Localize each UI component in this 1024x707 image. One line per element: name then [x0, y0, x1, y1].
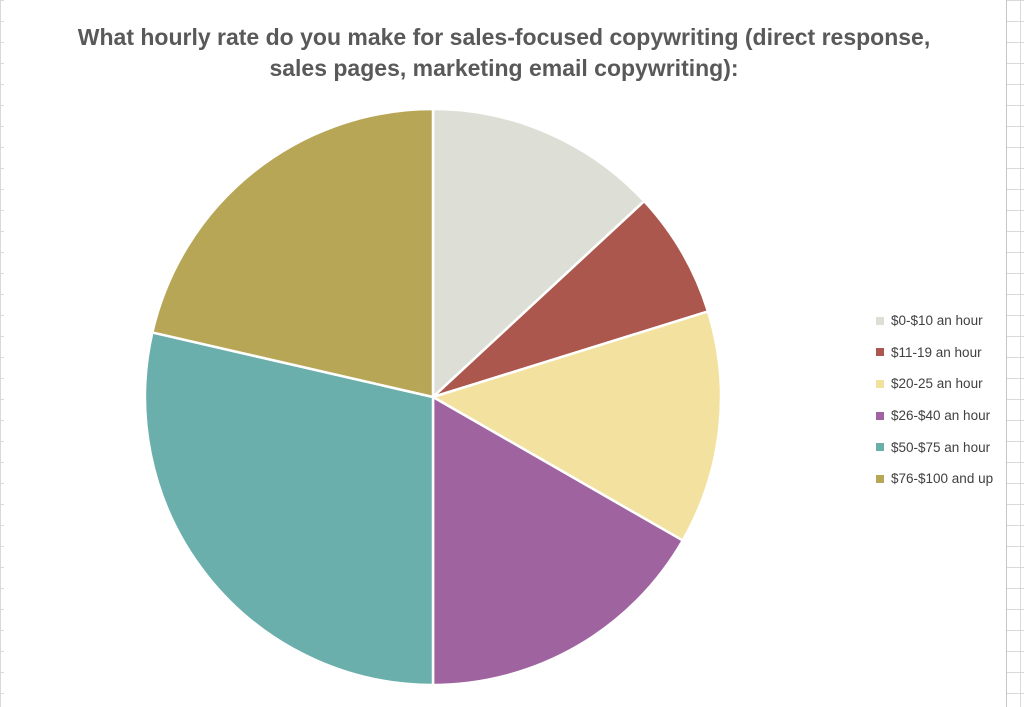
- legend-label: $11-19 an hour: [891, 344, 982, 360]
- chart-area[interactable]: What hourly rate do you make for sales-f…: [4, 0, 1007, 707]
- legend: $0-$10 an hour $11-19 an hour $20-25 an ho…: [876, 305, 993, 495]
- legend-swatch: [876, 316, 884, 325]
- pie-slice[interactable]: [143, 331, 435, 687]
- legend-label: $20-25 an hour: [891, 376, 983, 392]
- pie-slice[interactable]: [431, 310, 723, 542]
- legend-swatch: [876, 474, 884, 483]
- legend-label: $50-$75 an hour: [891, 439, 991, 455]
- legend-label: $0-$10 an hour: [891, 313, 983, 329]
- legend-swatch: [876, 379, 884, 388]
- pie-slice[interactable]: [431, 395, 684, 687]
- pie-slice[interactable]: [431, 107, 646, 399]
- legend-item[interactable]: $50-$75 an hour: [876, 431, 993, 463]
- legend-swatch: [876, 443, 884, 452]
- legend-item[interactable]: $20-25 an hour: [876, 368, 993, 400]
- legend-item[interactable]: $26-$40 an hour: [876, 400, 993, 432]
- legend-item[interactable]: $76-$100 and up: [876, 463, 993, 495]
- legend-label: $26-$40 an hour: [891, 408, 991, 424]
- legend-item[interactable]: $11-19 an hour: [876, 337, 993, 369]
- pie-slice[interactable]: [431, 199, 710, 399]
- legend-swatch: [876, 348, 884, 357]
- pie-slice[interactable]: [151, 107, 435, 399]
- pie-chart: [143, 107, 723, 687]
- legend-label: $76-$100 and up: [891, 471, 994, 487]
- legend-swatch: [876, 411, 884, 420]
- legend-item[interactable]: $0-$10 an hour: [876, 305, 993, 337]
- chart-title: What hourly rate do you make for sales-f…: [77, 24, 931, 81]
